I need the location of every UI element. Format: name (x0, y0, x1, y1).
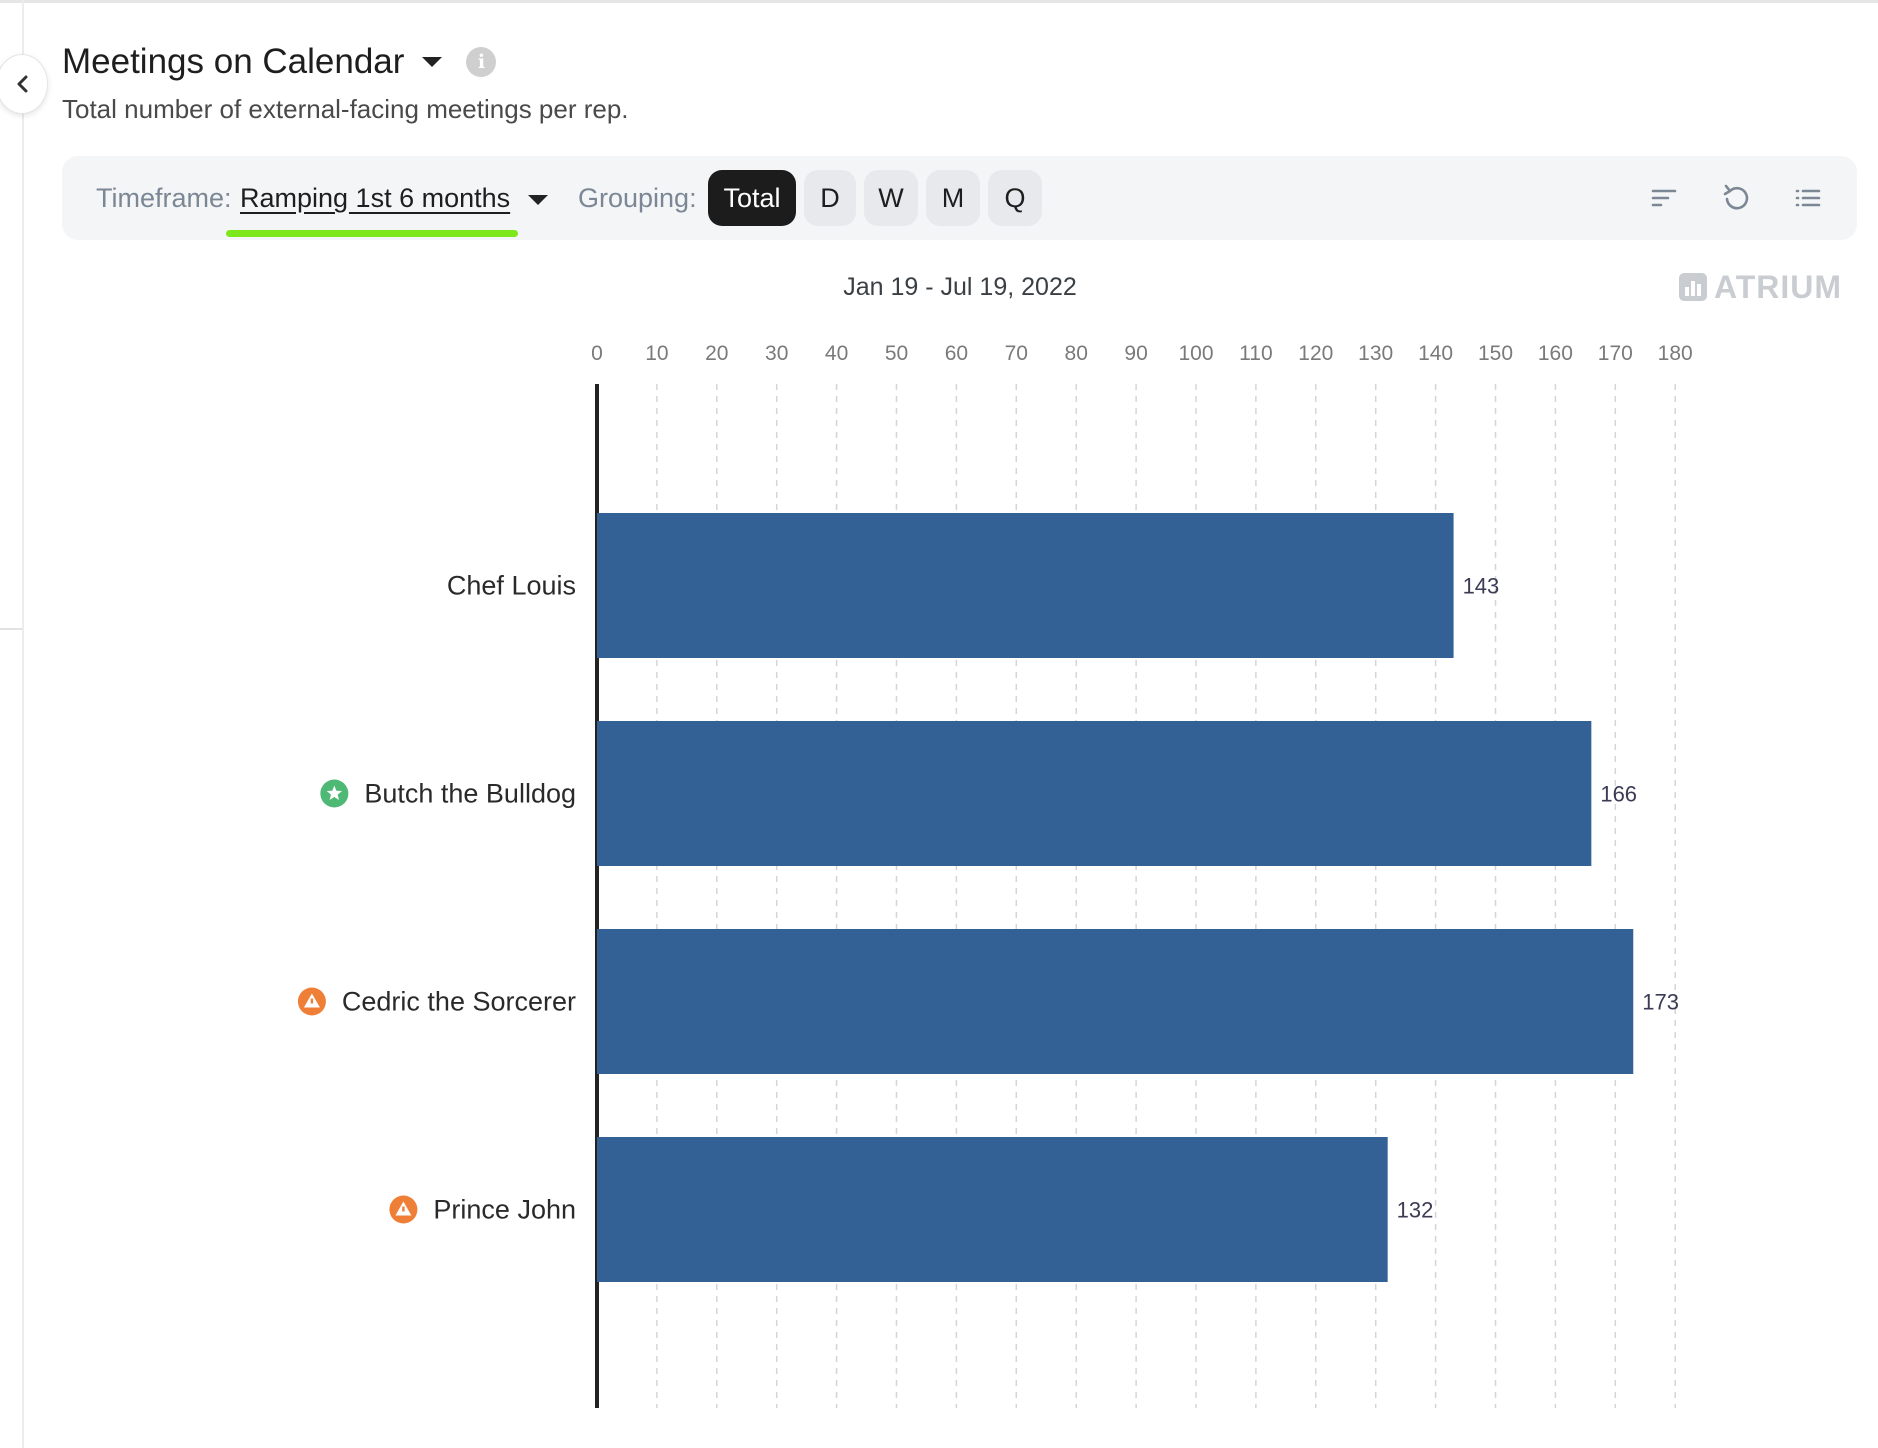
category-label: Cedric the Sorcerer (342, 987, 576, 1017)
x-tick-label: 130 (1358, 342, 1393, 365)
x-tick-label: 160 (1538, 342, 1573, 365)
x-tick-label: 180 (1658, 342, 1693, 365)
x-tick-label: 30 (765, 342, 788, 365)
bar[interactable] (597, 513, 1454, 658)
timeframe-dropdown-icon[interactable] (528, 195, 548, 205)
x-tick-label: 70 (1005, 342, 1028, 365)
category-label: Butch the Bulldog (364, 779, 576, 809)
left-panel-divider (0, 628, 22, 630)
grouping-total-button[interactable]: Total (708, 170, 796, 226)
x-tick-label: 170 (1598, 342, 1633, 365)
atrium-logo-icon (1679, 273, 1707, 301)
bar-value-label: 166 (1600, 782, 1637, 807)
bar[interactable] (597, 721, 1592, 866)
x-tick-label: 80 (1065, 342, 1088, 365)
brand-name: ATRIUM (1714, 268, 1843, 305)
bar-value-label: 143 (1463, 574, 1500, 599)
x-tick-label: 110 (1239, 342, 1272, 365)
grouping-day-button[interactable]: D (804, 170, 856, 226)
x-tick-label: 140 (1418, 342, 1453, 365)
left-panel-edge (22, 0, 24, 1448)
timeframe-select[interactable]: Ramping 1st 6 months (240, 183, 511, 213)
meetings-bar-chart: 0 10 20 30 40 50 60 70 80 90 100 110 120 130 140 150 160… (297, 342, 1693, 1408)
x-tick-label: 120 (1298, 342, 1333, 365)
info-icon[interactable]: i (466, 47, 497, 77)
brand-logo: ATRIUM (1678, 268, 1842, 306)
collapse-panel-button[interactable] (0, 54, 48, 114)
warning-icon-mark (310, 998, 314, 1004)
chart-toolbar: Timeframe: Ramping 1st 6 months Grouping… (62, 156, 1857, 240)
annotation-highlight (226, 230, 518, 237)
top-divider (0, 0, 1878, 3)
timeframe-label: Timeframe: (96, 183, 232, 213)
list-icon[interactable] (1792, 182, 1824, 214)
x-tick-label: 90 (1124, 342, 1147, 365)
x-tick-label: 150 (1478, 342, 1513, 365)
bar-value-label: 132 (1397, 1198, 1434, 1223)
grouping-quarter-button[interactable]: Q (988, 170, 1042, 226)
bar[interactable] (597, 929, 1634, 1074)
reset-icon[interactable] (1720, 182, 1752, 214)
bar[interactable] (597, 1137, 1388, 1282)
title-dropdown-icon[interactable] (422, 57, 443, 67)
x-tick-label: 20 (705, 342, 728, 365)
bar-value-label: 173 (1642, 990, 1679, 1015)
warning-icon-mark (402, 1206, 405, 1212)
grouping-month-button[interactable]: M (926, 170, 980, 226)
x-tick-label: 40 (825, 342, 848, 365)
x-tick-label: 0 (591, 342, 603, 365)
grouping-label: Grouping: (578, 183, 697, 213)
x-tick-label: 60 (945, 342, 968, 365)
x-tick-label: 10 (645, 342, 668, 365)
title-row: Meetings on Calendar i (62, 38, 497, 86)
sort-icon[interactable] (1648, 182, 1680, 214)
category-label: Chef Louis (447, 571, 576, 601)
page-subtitle: Total number of external-facing meetings… (62, 94, 629, 124)
page-title: Meetings on Calendar (62, 42, 405, 81)
chevron-left-icon (17, 75, 28, 93)
x-tick-label: 50 (885, 342, 908, 365)
star-icon (326, 785, 342, 800)
x-tick-label: 100 (1178, 342, 1213, 365)
category-label: Prince John (433, 1195, 576, 1225)
date-range-label: Jan 19 - Jul 19, 2022 (843, 273, 1077, 301)
grouping-week-button[interactable]: W (864, 170, 918, 226)
